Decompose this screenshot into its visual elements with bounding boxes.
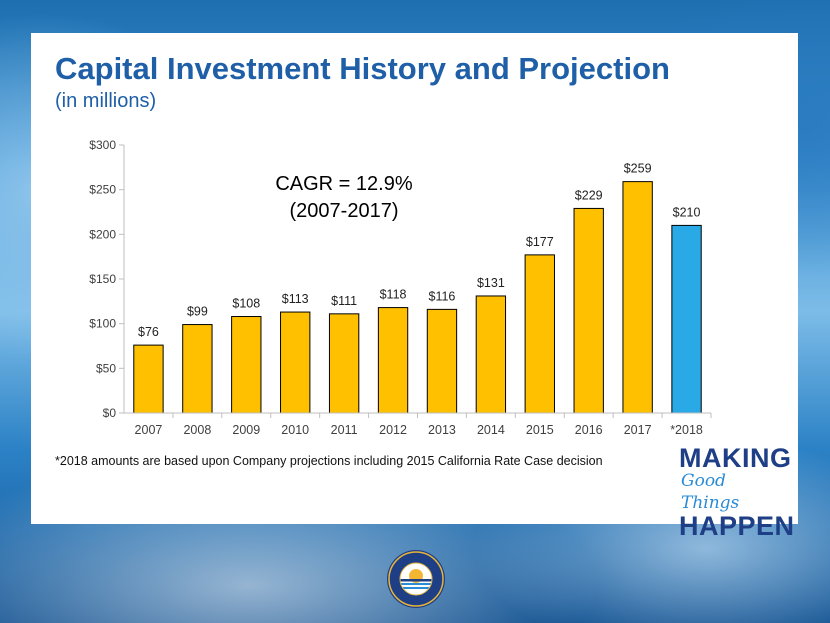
bar — [475, 295, 507, 414]
cagr-annotation: CAGR = 12.9% (2007-2017) — [269, 171, 419, 225]
content-panel: Capital Investment History and Projectio… — [31, 33, 798, 540]
y-tick-label: $150 — [89, 272, 116, 286]
cagr-period: (2007-2017) — [289, 200, 399, 222]
bar — [133, 344, 164, 414]
data-label: $76 — [138, 325, 159, 339]
x-tick-label: 2009 — [232, 423, 260, 437]
x-tick-label: 2014 — [477, 423, 505, 437]
x-tick-label: *2018 — [670, 423, 703, 437]
bar — [426, 308, 458, 414]
data-label: $113 — [282, 292, 309, 306]
x-tick-label: 2013 — [428, 423, 456, 437]
bar — [280, 311, 311, 414]
y-tick-label: $200 — [89, 227, 116, 241]
bar — [377, 307, 409, 414]
company-seal-icon — [387, 550, 445, 608]
slogan-happen: HAPPEN — [679, 511, 795, 541]
data-label: $131 — [477, 276, 505, 290]
x-tick-label: 2012 — [379, 423, 407, 437]
bar — [328, 313, 360, 414]
bar-projection — [671, 224, 702, 414]
data-label: $111 — [331, 294, 357, 308]
bar-chart: $0 $50 $100 $150 $200 $250 $300 $76 $99 $108 $113… — [89, 138, 712, 437]
data-label: $259 — [624, 162, 652, 176]
page-subtitle: (in millions) — [55, 90, 157, 112]
data-label: $210 — [673, 205, 701, 219]
y-tick-label: $0 — [103, 406, 117, 420]
x-tick-label: 2008 — [183, 423, 211, 437]
x-tick-label: 2007 — [135, 423, 163, 437]
data-label: $116 — [429, 289, 456, 303]
y-tick-label: $100 — [89, 317, 116, 331]
y-tick-label: $50 — [96, 361, 116, 375]
bar — [622, 181, 653, 414]
slogan-good-things: Good Things — [681, 471, 740, 513]
data-label: $118 — [380, 288, 407, 302]
bar — [182, 324, 213, 414]
data-label: $108 — [232, 297, 260, 311]
x-tick-label: 2015 — [526, 423, 554, 437]
data-label: $229 — [575, 188, 603, 202]
bar — [573, 207, 604, 414]
y-tick-label: $250 — [89, 183, 116, 197]
y-tick-label: $300 — [89, 138, 116, 152]
making-good-things-happen-logo: MAKING Good Things HAPPEN — [679, 443, 795, 541]
x-tick-label: 2016 — [575, 423, 603, 437]
slogan-making: MAKING — [679, 443, 792, 473]
footnote: *2018 amounts are based upon Company pro… — [55, 454, 603, 468]
x-tick-label: 2010 — [281, 423, 309, 437]
bar — [524, 254, 555, 414]
data-label: $177 — [526, 235, 554, 249]
x-tick-label: 2011 — [331, 423, 358, 437]
bar — [231, 316, 262, 414]
data-label: $99 — [187, 305, 208, 319]
cagr-value: CAGR = 12.9% — [275, 173, 413, 195]
x-tick-label: 2017 — [624, 423, 652, 437]
page-title: Capital Investment History and Projectio… — [55, 51, 670, 86]
